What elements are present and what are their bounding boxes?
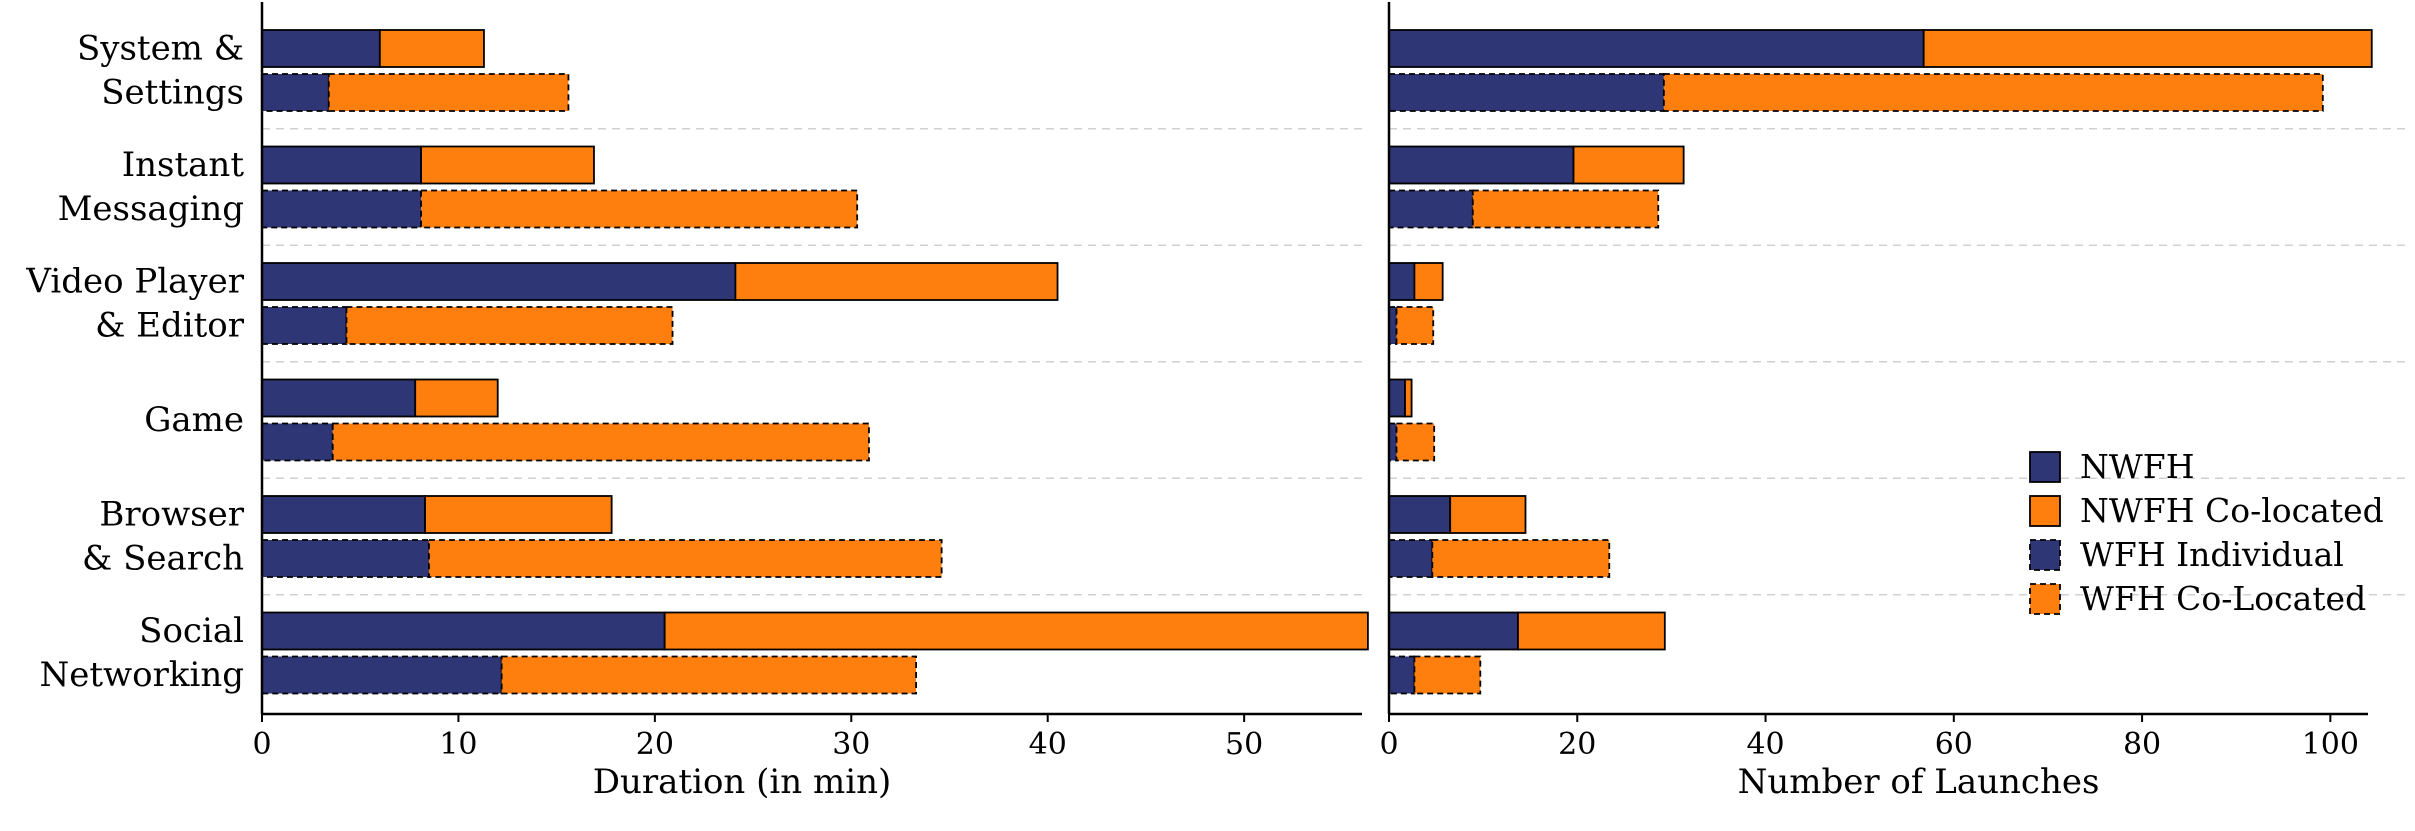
bar-wfh-co-located — [327, 73, 570, 112]
x-tick-label: 40 — [1746, 727, 1784, 762]
bar-wfh-individual — [1388, 655, 1416, 695]
bar-nwfh — [1388, 262, 1416, 301]
x-tick-label: 100 — [2302, 727, 2359, 762]
category-label: Social — [139, 611, 244, 651]
bar-wfh-individual — [1388, 73, 1665, 112]
x-tick-label: 0 — [252, 727, 271, 762]
bar-nwfh — [1388, 29, 1925, 68]
category-label: Messaging — [58, 189, 244, 229]
category-label: System & — [77, 29, 244, 69]
legend: NWFH NWFH Co-located WFH Individual WFH Co-… — [2029, 447, 2384, 618]
legend-swatch — [2029, 495, 2061, 527]
bar-nwfh-co-located — [1413, 262, 1444, 301]
category-label: Game — [144, 400, 244, 440]
bar-nwfh-co-located — [378, 29, 485, 68]
bar-nwfh — [261, 378, 417, 418]
bar-wfh-co-located — [1395, 422, 1436, 462]
bar-wfh-co-located — [420, 189, 859, 229]
bar-nwfh-co-located — [420, 145, 595, 185]
bar-nwfh-co-located — [663, 611, 1369, 651]
duration-panel: 0 10 20 30 40 50 Duration (in min) System &Sett… — [25, 2, 1369, 802]
legend-label: NWFH — [2080, 447, 2194, 486]
bar-wfh-individual — [261, 539, 430, 578]
bar-nwfh — [261, 145, 423, 185]
bar-nwfh-co-located — [424, 495, 613, 534]
legend-label: WFH Individual — [2080, 535, 2344, 574]
bar-wfh-co-located — [1471, 189, 1660, 229]
bar-nwfh-co-located — [734, 262, 1059, 301]
launches-panel: 0 20 40 60 80 100 Number of Launches — [1379, 2, 2408, 802]
category-label: & Search — [82, 539, 244, 579]
x-tick-label: 0 — [1379, 727, 1398, 762]
x-axis-title: Duration (in min) — [593, 762, 892, 802]
legend-swatch — [2029, 583, 2061, 615]
bar-nwfh — [1388, 495, 1452, 534]
x-tick-label: 80 — [2123, 727, 2161, 762]
bar-nwfh — [261, 29, 381, 68]
bar-wfh-co-located — [1431, 539, 1611, 578]
bar-wfh-individual — [261, 655, 503, 695]
bar-wfh-individual — [261, 73, 330, 112]
bar-nwfh-co-located — [1449, 495, 1527, 534]
bar-nwfh — [261, 495, 426, 534]
bar-wfh-co-located — [1395, 306, 1435, 345]
legend-swatch — [2029, 451, 2061, 483]
bar-wfh-individual — [261, 189, 423, 229]
bar-nwfh-co-located — [414, 378, 499, 418]
x-tick-label: 30 — [832, 727, 870, 762]
bar-nwfh — [1388, 611, 1519, 651]
category-label: Settings — [101, 73, 244, 113]
legend-label: NWFH Co-located — [2080, 491, 2384, 530]
bar-wfh-co-located — [1413, 655, 1482, 695]
bar-nwfh-co-located — [1404, 378, 1413, 418]
category-label: Instant — [122, 145, 245, 185]
legend-label: WFH Co-Located — [2080, 579, 2366, 618]
bar-wfh-co-located — [428, 539, 943, 578]
bar-wfh-co-located — [500, 655, 918, 695]
bar-wfh-co-located — [1662, 73, 2324, 112]
bar-wfh-co-located — [331, 422, 870, 462]
bar-wfh-co-located — [345, 306, 674, 345]
bar-nwfh-co-located — [1572, 145, 1685, 185]
category-label: Browser — [99, 495, 244, 535]
bar-nwfh-co-located — [1922, 29, 2373, 68]
bar-wfh-individual — [1388, 189, 1474, 229]
bar-wfh-individual — [261, 306, 348, 345]
category-label: Networking — [40, 655, 245, 695]
legend-swatch — [2029, 539, 2061, 571]
bar-nwfh — [1388, 378, 1406, 418]
bar-nwfh-co-located — [1517, 611, 1666, 651]
x-tick-label: 40 — [1029, 727, 1067, 762]
bar-wfh-individual — [1388, 539, 1434, 578]
bar-nwfh — [261, 611, 666, 651]
x-tick-label: 60 — [1935, 727, 1973, 762]
x-tick-label: 20 — [1558, 727, 1596, 762]
x-tick-label: 10 — [439, 727, 477, 762]
bar-wfh-individual — [261, 422, 334, 462]
category-label: Video Player — [25, 262, 244, 302]
bar-nwfh — [261, 262, 737, 301]
x-tick-label: 20 — [636, 727, 674, 762]
x-tick-label: 50 — [1225, 727, 1263, 762]
category-label: & Editor — [95, 306, 245, 346]
x-axis-title: Number of Launches — [1738, 762, 2100, 802]
bar-nwfh — [1388, 145, 1575, 185]
